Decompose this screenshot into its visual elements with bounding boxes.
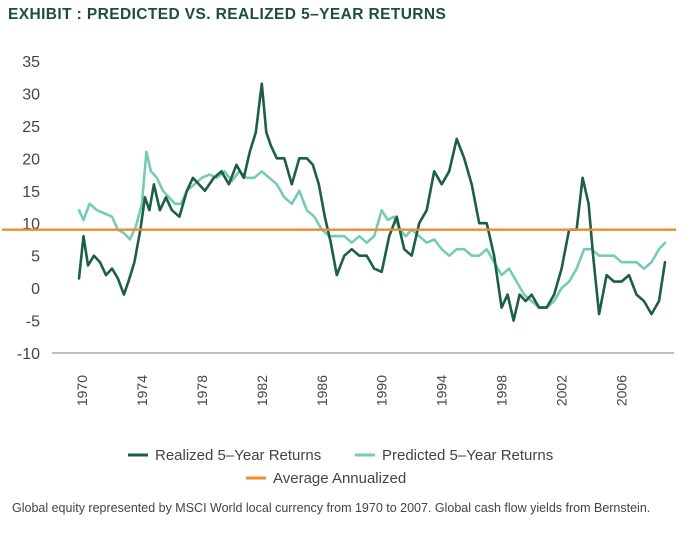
x-tick-label: 1982 [254,375,270,406]
y-tick-label: 35 [22,54,40,71]
legend-item-predicted: Predicted 5–Year Returns [355,447,553,464]
x-tick-label: 1994 [434,375,450,406]
x-tick-label: 1974 [134,375,150,406]
y-tick-label: 20 [22,151,40,168]
x-tick-label: 1970 [74,375,90,406]
footnote: Global equity represented by MSCI World … [12,501,651,515]
y-tick-label: 5 [31,249,40,266]
series-layer [77,82,667,322]
legend-item-average: Average Annualized [246,470,406,487]
y-tick-label: 30 [22,86,40,103]
predicted-returns-line [77,150,667,309]
y-tick-label: -10 [17,346,40,363]
x-tick-label: 1990 [374,375,390,406]
realized-returns-line [77,82,667,322]
legend-label: Average Annualized [273,470,406,487]
x-axis-tick-labels: 1970 1974 1978 1982 1986 1990 1994 1998 2002 2006 [74,375,630,406]
x-tick-label: 1998 [494,375,510,406]
legend-label: Realized 5–Year Returns [155,447,321,464]
y-tick-label: 0 [31,281,40,298]
y-tick-label: -5 [26,314,40,331]
chart-title: EXHIBIT : PREDICTED VS. REALIZED 5–YEAR … [8,6,447,23]
x-tick-label: 1986 [314,375,330,406]
y-tick-label: 25 [22,119,40,136]
x-tick-label: 1978 [194,375,210,406]
legend-label: Predicted 5–Year Returns [382,447,553,464]
y-tick-label: 15 [22,184,40,201]
legend-item-realized: Realized 5–Year Returns [128,447,321,464]
legend: Realized 5–Year Returns Predicted 5–Year … [128,447,553,487]
x-tick-label: 2002 [554,375,570,406]
x-tick-label: 2006 [614,375,630,406]
